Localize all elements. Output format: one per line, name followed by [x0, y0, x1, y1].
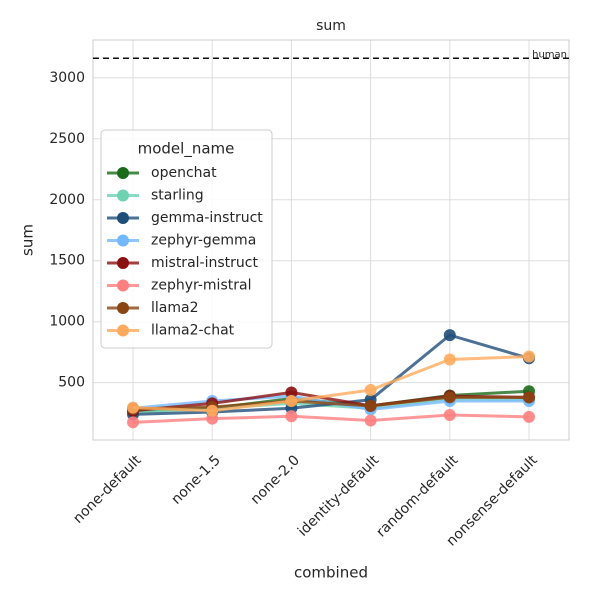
series-line — [132, 354, 530, 413]
chart-title: sum — [316, 18, 346, 34]
legend-marker — [117, 279, 129, 292]
legend-label: llama2-chat — [151, 323, 235, 339]
point — [523, 391, 535, 404]
point — [285, 386, 298, 399]
legend-marker — [117, 257, 129, 269]
x-axis-label: combined — [294, 564, 368, 582]
y-tick-label: 2000 — [49, 192, 85, 208]
legend-label: gemma-instruct — [151, 210, 263, 226]
legend-box — [100, 129, 273, 349]
point — [523, 350, 535, 363]
point — [285, 410, 298, 423]
y-tick-label: 3000 — [49, 70, 85, 86]
y-tick-label: 1000 — [49, 314, 85, 330]
legend-label: zephyr-mistral — [151, 278, 251, 294]
x-tick-label: none-1.5 — [169, 452, 224, 507]
point — [364, 399, 377, 412]
legend-marker — [117, 212, 129, 224]
x-tick-label: random-default — [373, 452, 461, 540]
point — [285, 394, 298, 407]
series-line — [132, 395, 529, 411]
y-tick-label: 1500 — [49, 253, 85, 269]
series-line — [132, 413, 530, 424]
legend-marker — [117, 189, 129, 202]
legend-label: zephyr-gemma — [151, 233, 256, 249]
x-tick-label: none-2.0 — [248, 452, 303, 507]
y-tick-label: 500 — [58, 375, 85, 391]
point — [127, 416, 139, 429]
plot-frame — [92, 39, 570, 441]
legend-label: openchat — [151, 165, 217, 181]
legend-marker — [117, 302, 129, 314]
legend-marker — [117, 167, 129, 179]
point — [443, 353, 456, 366]
point — [206, 404, 219, 417]
legend-marker — [117, 234, 129, 247]
point — [127, 401, 139, 414]
legend-label: mistral-instruct — [151, 255, 258, 271]
y-tick-label: 2500 — [49, 131, 85, 147]
point — [364, 384, 377, 396]
point — [443, 409, 456, 421]
legend-label: llama2 — [151, 300, 198, 316]
x-tick-label: identity-default — [295, 452, 383, 540]
legend-marker — [117, 324, 129, 337]
point — [443, 391, 456, 404]
point — [523, 410, 535, 423]
y-axis-label: sum — [19, 224, 37, 256]
legend-title: model_name — [138, 140, 235, 159]
legend-label: starling — [151, 188, 204, 204]
x-tick-label: none-default — [70, 452, 145, 527]
reference-label: human — [532, 49, 567, 60]
point — [443, 329, 456, 342]
point — [364, 414, 377, 427]
